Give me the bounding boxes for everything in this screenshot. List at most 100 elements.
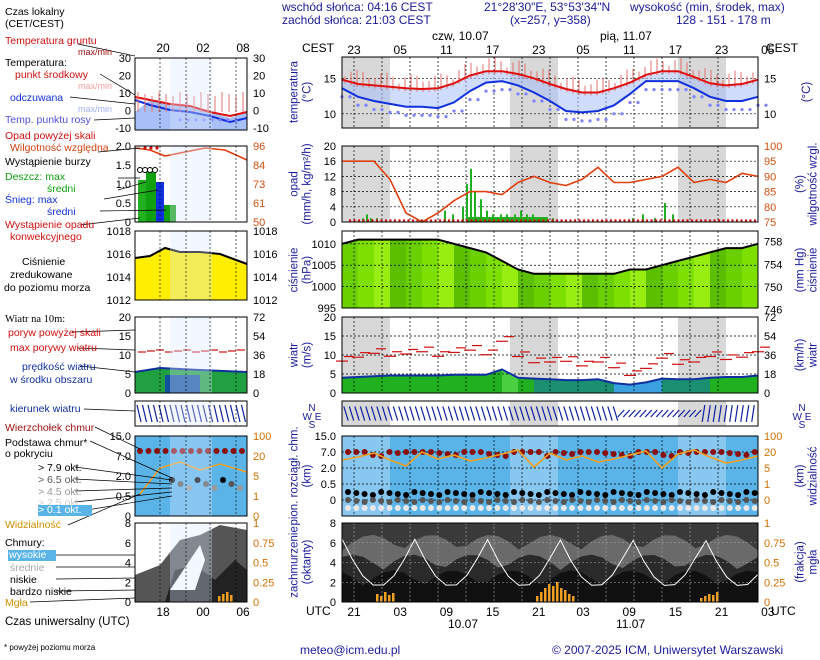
wind-arrow (354, 406, 360, 421)
night-band (678, 146, 726, 222)
legend-leader-line (99, 73, 136, 96)
axis-label-vis-line: (km) (795, 464, 807, 487)
legend-leader-line (83, 408, 136, 412)
legend-cloud-top-dot (188, 448, 194, 454)
wind-arrow (458, 406, 465, 421)
legend-fog-bar (226, 592, 229, 602)
temp-panel-border (341, 56, 759, 129)
cloud-base-dot (345, 497, 351, 503)
legend-cover-tick: 0 (125, 597, 131, 609)
legend-wind-arrow (202, 404, 208, 423)
convective-marker (690, 219, 694, 222)
fog-bar (568, 594, 571, 602)
legend-hum-tick: 84 (253, 160, 265, 172)
legend-wind-arrow (169, 404, 175, 423)
pressure-fill (406, 239, 422, 308)
dew-point (644, 88, 648, 92)
legend-cloud-top-dot (239, 448, 245, 454)
wind-arrow (381, 406, 388, 421)
kmh-tick: 54 (764, 331, 776, 343)
convective-marker (519, 219, 523, 222)
cloud-base-dot (693, 505, 700, 511)
legend-day-band (170, 146, 212, 222)
pressure-fill (502, 260, 518, 308)
fog-tick: 0.25 (764, 577, 785, 589)
cloud-base-dot (660, 499, 667, 505)
legend-convective: Wystąpienie opadu (5, 219, 95, 231)
cloud-base-dot (403, 498, 410, 504)
wind-arrow (672, 409, 680, 418)
fog-bar (716, 592, 719, 602)
wind-arrow (491, 406, 498, 421)
cest-tick: 11 (440, 43, 453, 57)
axis-label-fog-line: (frakcja) (795, 541, 807, 583)
convective-marker (402, 219, 406, 222)
legend-leader-line (74, 491, 173, 503)
cloud-base-dot (394, 491, 401, 497)
utc-label-right: UTC (771, 604, 796, 618)
pressure-fill (694, 252, 710, 308)
axis-label-cloud-line: pion. rozciągł. chm. (289, 426, 301, 525)
wind-arrow (497, 406, 503, 421)
legend-precip-over-marker (155, 146, 159, 150)
cloud-base-dot (735, 492, 742, 498)
legend-leader-line (99, 209, 167, 212)
cloud-base-dot (594, 497, 600, 503)
convective-marker (380, 219, 383, 222)
convective-marker (740, 219, 743, 222)
convective-marker (632, 219, 635, 222)
cloud-base-dot (345, 489, 351, 495)
convective-marker (654, 219, 658, 222)
cloud-base-dot (511, 489, 517, 495)
convective-marker (605, 219, 608, 222)
convective-marker (389, 219, 392, 222)
legend-press-tick: 1014 (107, 272, 131, 284)
legend-pressure-border (134, 230, 248, 301)
precip-bar (370, 218, 372, 222)
cloud-base-dot (668, 492, 675, 498)
cloud-base-dot (386, 499, 393, 505)
legend-press-tick: 1012 (107, 295, 131, 307)
legend-leader-line (79, 365, 136, 373)
cloud-base-dot (369, 497, 376, 503)
wind-arrow (655, 409, 664, 418)
legend-cloud-top-dot (230, 448, 237, 454)
legend-temp-tick: 10 (119, 88, 131, 100)
fog-bar (388, 595, 391, 602)
cloud-base-dot (369, 492, 376, 498)
legend-visibility-line (139, 461, 248, 495)
cloud-base-dot (577, 489, 584, 495)
legend-wind-fill-dark (165, 375, 200, 393)
cloud-base-dot (751, 490, 758, 496)
convective-marker (636, 219, 640, 222)
cloud-top-dot (751, 449, 758, 455)
wind-arrow (622, 409, 631, 418)
cover-tick: 2 (330, 577, 336, 589)
cloud-base-dot (428, 491, 434, 497)
footer-email[interactable]: meteo@icm.edu.pl (300, 643, 401, 657)
cloud-top-dot (469, 449, 476, 455)
convective-marker (492, 219, 496, 222)
legend-dew-point (186, 118, 190, 122)
legend-dir-border (134, 400, 248, 427)
cloud-base-dot (693, 497, 700, 503)
cloud-base-dot (436, 492, 443, 498)
cloud-base-dot (436, 499, 443, 505)
convective-marker (618, 219, 622, 222)
legend-day-band (170, 231, 212, 300)
vis-tick: 0 (764, 495, 770, 507)
cloud-base-dot (378, 498, 385, 504)
legend-temp-tick-right: -10 (253, 123, 269, 135)
compass-s: S (309, 420, 316, 431)
legend-cloud-base1: Podstawa chmur* (5, 437, 88, 449)
dew-point (540, 99, 544, 103)
legend-temp-mid: punkt środkowy (15, 69, 88, 81)
axis-label-precip-line: (mm/h, kg/m²/h) (302, 143, 314, 224)
wind-arrow (541, 406, 547, 421)
cloud-base-dot (701, 492, 708, 498)
wind-arrow (612, 406, 619, 421)
dew-point (524, 92, 528, 96)
temp-tick-right: 10 (764, 109, 776, 121)
legend-fog-bar (230, 595, 233, 602)
dew-point (564, 117, 568, 122)
